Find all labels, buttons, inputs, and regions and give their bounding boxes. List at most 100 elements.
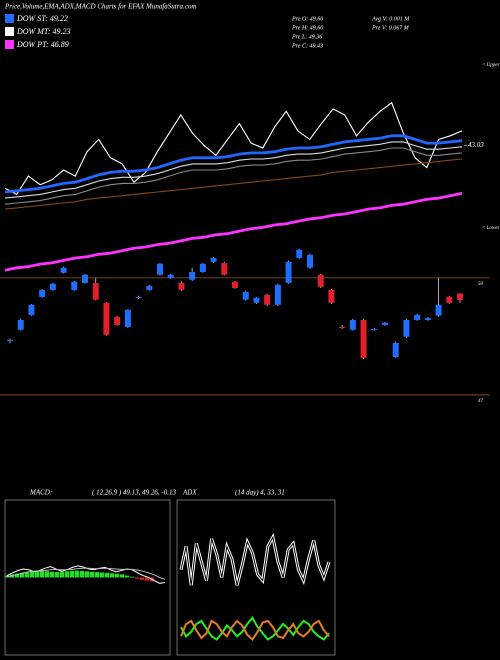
histogram-bar [89,571,95,578]
candle-body [264,295,271,305]
y-tick-label: 43.03 [468,141,484,149]
legend-label: DOW MT: 49.23 [16,27,71,36]
histogram-bar [124,575,130,578]
histogram-bar [129,576,135,578]
candle-body [360,320,367,358]
histogram-bar [144,577,150,581]
candle-body [382,322,388,326]
candle-body [103,302,110,335]
candle-body [371,328,378,330]
candle-body [317,274,324,287]
candle-body [49,283,56,290]
candle-body [457,293,463,301]
adx-line-inner [180,535,330,586]
panel-title: MACD: [29,489,52,497]
histogram-bar [59,571,65,578]
histogram-bar [74,570,80,578]
candle-body [446,296,453,303]
histogram-bar [44,571,50,578]
candle-body [199,263,206,272]
annotation: < Upper [482,63,499,68]
legend-swatch [5,40,14,49]
histogram-bar [54,572,60,578]
info-text: Pre O: 49.60 [291,15,323,22]
candle-body [339,327,346,329]
histogram-bar [39,570,45,578]
histogram-bar [139,577,145,580]
candle-body [124,309,131,328]
panel-subtitle: ( 12,26,9 ) 49.13, 49.26, -0.13 [92,489,176,497]
candle-body [435,304,442,316]
histogram-bar [34,571,40,578]
histogram-bar [64,571,70,578]
candle-body [167,274,174,278]
candle-body [242,291,249,300]
histogram-bar [19,572,25,578]
histogram-bar [84,571,90,578]
page-title: Price,Volume,EMA,ADX,MACD Charts for EFA… [4,3,196,11]
legend-label: DOW PT: 46.89 [16,40,69,49]
adx-line [180,619,330,642]
histogram-bar [119,574,125,578]
histogram-bar [14,573,20,578]
histogram-bar [99,572,105,578]
legend-swatch [5,27,14,36]
adx-line [180,616,330,641]
y-tick-label: 47 [478,399,484,404]
candle-body [253,297,260,303]
candle-body [114,316,121,326]
histogram-bar [114,573,120,578]
histogram-bar [134,577,140,579]
annotation: < Lower [482,226,499,231]
candle-body [414,314,421,320]
candle-body [28,304,35,315]
ema-line [4,134,463,194]
histogram-bar [69,570,75,578]
candle-body [307,254,313,268]
candle-body [328,289,335,303]
candle-body [189,272,196,280]
histogram-bar [109,573,115,578]
candle-body [221,263,228,275]
panel-frame [176,499,336,656]
candle-body [285,261,292,283]
info-text: Pre L: 49.36 [291,33,322,40]
ema-line [4,101,463,196]
candle-body [424,318,431,320]
info-text: Pre C: 49.43 [291,42,323,49]
legend-label: DOW ST: 49.22 [16,14,68,23]
candle-body [232,281,238,288]
candle-body [349,320,356,330]
candle-body [157,263,163,275]
ema-line [4,158,463,210]
candle-body [146,286,153,290]
histogram-bar [79,570,85,578]
legend-swatch [5,14,14,23]
candle-body [403,320,410,337]
candle-body [274,284,281,305]
histogram-bar [29,571,35,578]
ema-line [4,191,463,272]
candle-body [17,320,24,330]
info-text: Avg V: 0.001 M [371,16,410,22]
candle-body [71,281,78,290]
candle-body [39,289,46,297]
macd-line [6,567,166,580]
candle-body [392,343,399,358]
histogram-bar [24,572,30,578]
candle-body [92,282,99,300]
histogram-bar [49,571,55,578]
panel-title: ADX [182,489,197,497]
info-text: Pre V: 0.067 M [371,25,410,31]
y-tick-label: 50 [478,282,484,287]
candle-body [7,339,13,342]
ema-line [4,147,463,205]
info-text: Pre H: 49.60 [291,24,323,31]
candle-body [178,282,185,290]
ema-line [4,141,463,199]
histogram-bar [104,572,110,578]
candle-body [82,274,88,283]
candle-body [135,296,142,298]
